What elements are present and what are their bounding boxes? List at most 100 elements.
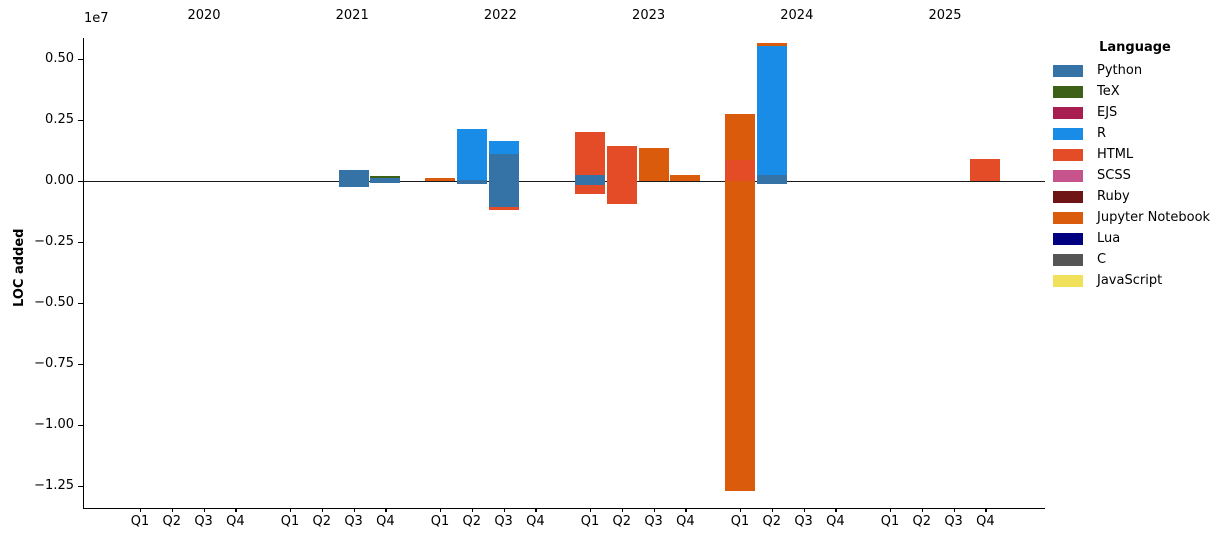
legend-item: EJS [1051,102,1227,123]
legend-label: EJS [1097,105,1118,120]
zero-baseline [83,181,1045,183]
legend-label: JavaScript [1097,273,1163,288]
year-label: 2022 [483,8,517,23]
legend-swatch-icon [1053,211,1083,224]
legend-label: C [1097,252,1107,267]
y-tick-mark [78,120,83,122]
quarter-tick-label: Q1 [580,514,600,529]
year-label: 2020 [187,8,221,23]
x-tick-mark [471,508,473,512]
y-tick-mark [78,486,83,488]
bar-segment-html [575,131,605,175]
quarter-tick-label: Q4 [376,514,395,529]
x-tick-mark [685,508,687,512]
bar-segment-python [488,153,519,181]
y-tick-label: −1.25 [34,478,74,493]
quarter-tick-label: Q3 [194,514,213,529]
legend-swatch-icon [1053,85,1083,98]
x-tick-mark [771,508,773,512]
legend-label: Ruby [1097,189,1130,204]
x-tick-mark [235,508,237,512]
legend-swatch-icon [1053,127,1083,140]
legend: Language Python TeX EJS R HTML SCSS Ruby Jupyte… [1051,40,1227,291]
bar-segment-jupyter-notebook [756,43,787,46]
y-tick-mark [78,181,83,183]
quarter-tick-label: Q2 [312,514,332,529]
bar-segment-html [606,146,637,181]
x-tick-mark [985,508,987,512]
bar-segment-html [575,184,605,194]
x-tick-mark [535,508,537,512]
legend-label: HTML [1097,147,1134,162]
x-tick-mark [171,508,173,512]
legend-item: Ruby [1051,186,1227,207]
legend-label: TeX [1097,84,1120,99]
legend-label: R [1097,126,1107,141]
y-tick-label: 0.25 [45,112,74,127]
year-label: 2023 [632,8,666,23]
quarter-tick-label: Q3 [794,514,813,529]
legend-swatch-icon [1053,169,1083,182]
quarter-tick-label: Q3 [344,514,363,529]
quarter-tick-label: Q2 [762,514,782,529]
year-label: 2025 [928,8,962,23]
bar-segment-r [456,128,487,180]
bar-segment-python [370,181,401,184]
bar-segment-jupyter-notebook [670,174,701,181]
y-tick-label: 0.00 [45,173,74,188]
y-tick-label: −0.25 [34,234,74,249]
quarter-tick-label: Q1 [280,514,300,529]
legend-swatch-icon [1053,64,1083,77]
x-tick-mark [890,508,892,512]
year-label: 2021 [335,8,369,23]
y-tick-label: −1.00 [34,417,74,432]
quarter-tick-label: Q4 [526,514,545,529]
legend-item: Python [1051,60,1227,81]
x-tick-mark [203,508,205,512]
legend-title: Language [1099,40,1171,55]
bar-segment-jupyter-notebook [638,148,669,181]
quarter-tick-label: Q2 [912,514,932,529]
bar-segment-r [756,45,787,175]
y-tick-mark [78,59,83,61]
y-axis-spine [83,38,85,508]
x-tick-mark [503,508,505,512]
legend-item: SCSS [1051,165,1227,186]
x-tick-mark [835,508,837,512]
legend-label: Lua [1097,231,1121,246]
quarter-tick-label: Q2 [612,514,632,529]
bar-segment-python [488,181,519,207]
quarter-tick-label: Q3 [494,514,513,529]
legend-label: SCSS [1097,168,1131,183]
quarter-tick-label: Q4 [826,514,845,529]
y-tick-mark [78,364,83,366]
legend-label: Jupyter Notebook [1097,210,1211,225]
quarter-tick-label: Q3 [644,514,663,529]
bar-segment-python [756,174,787,181]
quarter-tick-label: Q1 [880,514,900,529]
legend-swatch-icon [1053,106,1083,119]
year-label: 2024 [780,8,814,23]
bar-segment-html [725,160,755,181]
y-axis-offset-text: 1e7 [84,11,109,26]
legend-item: Jupyter Notebook [1051,207,1227,228]
bar-segment-python [370,178,401,181]
legend-swatch-icon [1053,232,1083,245]
legend-swatch-icon [1053,148,1083,161]
x-tick-mark [385,508,387,512]
x-tick-mark [290,508,292,512]
bar-segment-python [456,181,487,185]
x-axis-spine [83,508,1045,510]
legend-item: Lua [1051,228,1227,249]
x-tick-mark [353,508,355,512]
bar-segment-html [488,206,519,210]
bar-segment-python [575,181,605,185]
legend-swatch-icon [1053,274,1083,287]
x-tick-mark [653,508,655,512]
legend-item: HTML [1051,144,1227,165]
legend-item: TeX [1051,81,1227,102]
bar-segment-python [756,181,787,184]
bar-segment-jupyter-notebook [725,181,755,491]
y-tick-label: 0.50 [45,51,74,66]
bar-segment-jupyter-notebook [725,114,755,160]
